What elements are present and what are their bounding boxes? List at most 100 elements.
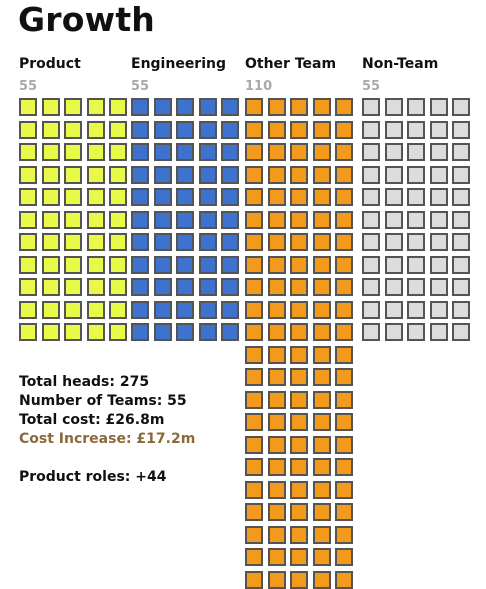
waffle-cell-engineering [153, 210, 172, 229]
waffle-cell-engineering [198, 210, 217, 229]
waffle-cell-product [86, 143, 105, 161]
waffle-cell-other-team [290, 98, 308, 116]
waffle-cell-product [19, 98, 37, 116]
waffle-cell-engineering [176, 120, 194, 139]
waffle-cell-other-team [290, 143, 308, 161]
waffle-cell-other-team [267, 120, 286, 139]
waffle-cell-other-team [245, 480, 263, 499]
waffle-cell-non-team [407, 255, 425, 274]
waffle-cell-other-team [245, 165, 263, 184]
waffle-cell-other-team [245, 143, 263, 161]
waffle-cell-product [64, 120, 82, 139]
waffle-cell-non-team [407, 323, 425, 341]
waffle-cell-product [109, 300, 127, 319]
waffle-cell-other-team [267, 98, 286, 116]
waffle-cell-non-team [429, 143, 448, 161]
waffle-cell-non-team [362, 188, 380, 206]
waffle-cell-product [41, 120, 60, 139]
waffle-cell-other-team [290, 278, 308, 296]
waffle-cell-product [41, 165, 60, 184]
waffle-cell-engineering [176, 255, 194, 274]
waffle-cell-product [109, 165, 127, 184]
waffle-cell-product [41, 210, 60, 229]
waffle-cell-product [19, 210, 37, 229]
waffle-cell-other-team [312, 278, 331, 296]
waffle-cell-product [19, 188, 37, 206]
waffle-cell-engineering [131, 278, 149, 296]
waffle-cell-other-team [290, 525, 308, 544]
waffle-cell-engineering [176, 210, 194, 229]
waffle-cell-engineering [221, 278, 239, 296]
waffle-cell-non-team [384, 300, 403, 319]
waffle-cell-other-team [312, 300, 331, 319]
waffle-cell-non-team [429, 165, 448, 184]
waffle-cell-other-team [267, 323, 286, 341]
waffle-cell-product [64, 323, 82, 341]
waffle-cell-other-team [290, 323, 308, 341]
waffle-cell-product [109, 233, 127, 251]
waffle-cell-non-team [384, 98, 403, 116]
waffle-cell-engineering [221, 120, 239, 139]
waffle-cell-product [19, 323, 37, 341]
waffle-cell-non-team [429, 300, 448, 319]
category-label-other-team: Other Team [245, 56, 337, 72]
waffle-cell-engineering [131, 165, 149, 184]
waffle-cell-other-team [335, 210, 353, 229]
waffle-cell-other-team [267, 548, 286, 566]
waffle-cell-engineering [176, 98, 194, 116]
waffle-cell-other-team [290, 300, 308, 319]
waffle-cell-other-team [335, 435, 353, 454]
waffle-cell-other-team [245, 233, 263, 251]
waffle-cell-other-team [335, 233, 353, 251]
waffle-cell-product [41, 188, 60, 206]
waffle-cell-product [41, 233, 60, 251]
waffle-cell-engineering [131, 188, 149, 206]
waffle-cell-non-team [407, 210, 425, 229]
waffle-cell-product [19, 165, 37, 184]
waffle-cell-non-team [429, 120, 448, 139]
total-cost: Total cost: £26.8m [19, 412, 165, 428]
waffle-cell-other-team [245, 188, 263, 206]
waffle-cell-non-team [452, 278, 470, 296]
waffle-cell-non-team [362, 120, 380, 139]
waffle-cell-other-team [335, 165, 353, 184]
waffle-cell-product [86, 300, 105, 319]
waffle-cell-product [64, 165, 82, 184]
waffle-cell-non-team [452, 210, 470, 229]
waffle-cell-other-team [267, 278, 286, 296]
waffle-cell-other-team [245, 435, 263, 454]
waffle-cell-engineering [198, 300, 217, 319]
waffle-cell-non-team [429, 188, 448, 206]
waffle-cell-engineering [153, 120, 172, 139]
waffle-cell-non-team [407, 233, 425, 251]
waffle-cell-engineering [198, 255, 217, 274]
waffle-cell-product [19, 143, 37, 161]
waffle-cell-engineering [221, 233, 239, 251]
waffle-cell-engineering [131, 233, 149, 251]
waffle-cell-non-team [429, 210, 448, 229]
waffle-cell-engineering [153, 188, 172, 206]
waffle-cell-other-team [245, 503, 263, 521]
waffle-cell-other-team [267, 480, 286, 499]
waffle-cell-other-team [312, 390, 331, 409]
waffle-cell-product [41, 278, 60, 296]
waffle-cell-other-team [312, 120, 331, 139]
waffle-cell-non-team [429, 278, 448, 296]
waffle-cell-engineering [176, 300, 194, 319]
waffle-cell-other-team [267, 368, 286, 386]
waffle-cell-non-team [362, 323, 380, 341]
waffle-cell-other-team [245, 98, 263, 116]
waffle-cell-other-team [312, 368, 331, 386]
waffle-cell-product [109, 98, 127, 116]
waffle-cell-other-team [335, 368, 353, 386]
waffle-cell-non-team [407, 300, 425, 319]
waffle-cell-non-team [452, 233, 470, 251]
waffle-cell-other-team [267, 458, 286, 476]
waffle-cell-other-team [245, 278, 263, 296]
waffle-cell-non-team [384, 278, 403, 296]
waffle-cell-other-team [245, 120, 263, 139]
waffle-cell-product [86, 278, 105, 296]
waffle-cell-engineering [131, 143, 149, 161]
waffle-cell-other-team [312, 165, 331, 184]
waffle-cell-engineering [221, 323, 239, 341]
